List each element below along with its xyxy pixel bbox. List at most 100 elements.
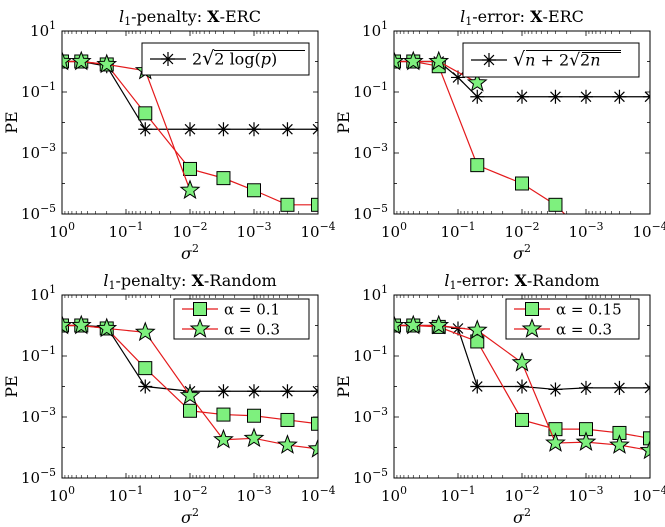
- square-marker: [138, 106, 153, 121]
- y-tick-label: 10−3: [353, 405, 388, 426]
- asterisk-marker: [548, 382, 563, 397]
- y-tick-label: 101: [362, 283, 388, 304]
- square-marker: [247, 183, 261, 198]
- y-tick-label: 10−1: [353, 80, 388, 101]
- asterisk-marker: [216, 122, 231, 137]
- x-tick-label: 10−4: [632, 484, 665, 505]
- star-marker: [609, 434, 630, 454]
- star-marker: [394, 314, 405, 335]
- star-marker: [394, 50, 405, 71]
- legend-label-1: α = 0.3: [556, 321, 612, 339]
- square-marker: [613, 229, 626, 242]
- legend-square-marker: [193, 302, 207, 316]
- legend-label-0: α = 0.1: [224, 301, 280, 319]
- star-marker: [428, 50, 450, 71]
- x-tick-label: 10−1: [440, 484, 475, 505]
- legend-star-marker: [189, 318, 211, 338]
- square-marker: [183, 403, 197, 418]
- series-star: [394, 50, 488, 92]
- x-tick-label: 100: [381, 484, 407, 505]
- star-marker: [96, 317, 118, 338]
- star-marker: [428, 314, 450, 335]
- axes-frame: [393, 30, 651, 215]
- asterisk-marker: [470, 379, 485, 394]
- asterisk-marker: [515, 89, 529, 104]
- legend: √n + 2√2n: [462, 42, 640, 78]
- legend: α = 0.1 α = 0.3: [173, 298, 310, 340]
- square-marker: [470, 334, 485, 349]
- x-tick-label: 10−2: [172, 220, 207, 241]
- x-axis-label: σ2: [513, 242, 531, 263]
- y-tick-label: 10−3: [353, 141, 388, 162]
- chart-panel-2: 100 10−1 10−2 10−3 10−4 101 10−1 10−3 10−5 l1-err…: [334, 7, 665, 263]
- y-tick-label: 10−5: [353, 202, 388, 223]
- legend-asterisk-marker: [161, 52, 175, 66]
- chart-panel-1: 100 10−1 10−2 10−3 10−4 101 10−1 10−3 10−5 l1-pen…: [2, 7, 336, 263]
- star-marker: [466, 319, 488, 340]
- legend: 2√2 log(p): [141, 42, 310, 76]
- y-tick-label: 10−5: [353, 466, 388, 487]
- x-tick-label: 10−1: [108, 484, 143, 505]
- y-tick-label: 101: [30, 283, 56, 304]
- square-marker: [470, 158, 485, 173]
- legend-label-0: √n + 2√2n: [513, 49, 601, 71]
- plot-area: [62, 314, 318, 458]
- y-axis-label: PE: [2, 111, 21, 133]
- legend-label-1: α = 0.3: [224, 321, 280, 339]
- star-marker: [70, 314, 92, 335]
- star-marker: [62, 50, 73, 71]
- legend-label-0: 2√2 log(p): [192, 48, 277, 70]
- star-marker: [62, 314, 73, 335]
- square-marker: [247, 408, 261, 423]
- x-axis-label: σ2: [181, 242, 199, 263]
- asterisk-marker: [247, 384, 261, 399]
- asterisk-marker: [183, 122, 197, 137]
- y-tick-label: 10−3: [21, 141, 56, 162]
- star-marker: [307, 437, 318, 458]
- star-marker: [134, 321, 156, 342]
- series-line: [394, 60, 478, 84]
- series-star: [62, 314, 318, 458]
- asterisk-marker: [470, 89, 485, 104]
- x-tick-label: 10−1: [440, 220, 475, 241]
- x-tick-label: 10−3: [568, 220, 603, 241]
- chart-panel-3: 100 10−1 10−2 10−3 10−4 101 10−1 10−3 10−5 l1-pen…: [2, 271, 336, 527]
- star-marker: [179, 384, 201, 405]
- star-marker: [545, 432, 566, 452]
- asterisk-marker: [579, 380, 593, 395]
- chart-title: l1-error: X-ERC: [460, 7, 584, 28]
- star-marker: [575, 431, 597, 451]
- square-marker: [183, 161, 197, 176]
- x-tick-label: 10−2: [504, 484, 539, 505]
- y-tick-label: 101: [30, 19, 56, 40]
- asterisk-marker: [138, 122, 153, 137]
- axes-frame: [61, 294, 319, 479]
- y-tick-label: 10−1: [353, 344, 388, 365]
- plot-area: [394, 314, 650, 460]
- chart-panel-4: 100 10−1 10−2 10−3 10−4 101 10−1 10−3 10−5 l1-err…: [334, 271, 665, 527]
- star-marker: [511, 351, 533, 372]
- plot-area: [62, 50, 318, 212]
- asterisk-marker: [451, 70, 465, 85]
- star-marker: [243, 427, 265, 448]
- asterisk-marker: [138, 379, 153, 394]
- y-axis-label: PE: [334, 111, 353, 133]
- legend-star-marker: [521, 318, 543, 338]
- y-tick-label: 10−5: [21, 466, 56, 487]
- asterisk-marker: [612, 89, 627, 104]
- x-tick-label: 10−4: [300, 484, 335, 505]
- asterisk-marker: [216, 384, 231, 399]
- legend-asterisk-marker: [482, 53, 496, 67]
- square-marker: [138, 361, 153, 376]
- y-axis-label: PE: [2, 375, 21, 397]
- square-marker: [311, 416, 318, 431]
- axes-frame: [61, 30, 319, 215]
- y-tick-label: 10−1: [21, 344, 56, 365]
- x-tick-label: 10−1: [108, 220, 143, 241]
- legend: α = 0.15 α = 0.3: [505, 298, 640, 340]
- square-marker: [216, 171, 231, 186]
- asterisk-marker: [515, 379, 529, 394]
- x-tick-label: 10−4: [300, 220, 335, 241]
- legend-label-0: α = 0.15: [556, 301, 622, 319]
- square-marker: [280, 197, 295, 212]
